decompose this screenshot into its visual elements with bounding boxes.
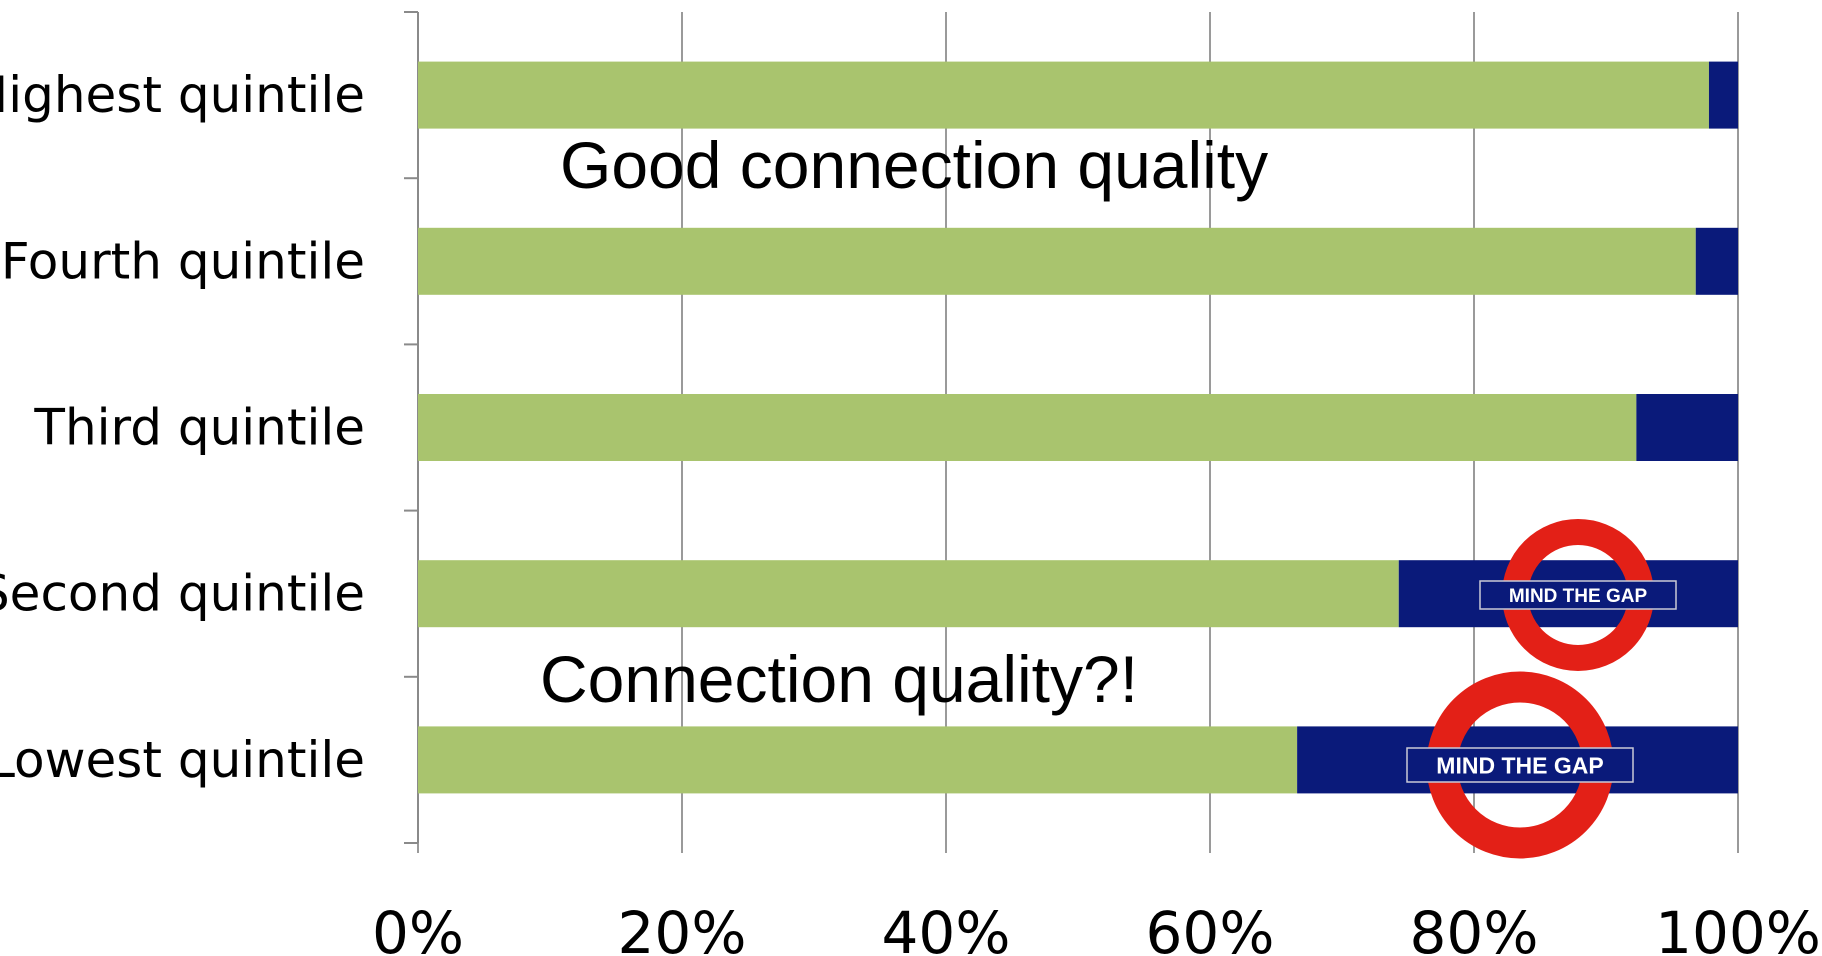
category-label: Third quintile [33,399,365,457]
roundel-logo: MIND THE GAP [1479,519,1677,671]
category-label: Lowest quintile [0,731,365,789]
category-labels: Highest quintile Fourth quintile Third qui… [0,66,365,789]
roundel-logo: MIND THE GAP [1406,671,1634,859]
x-tick-label: 0% [372,899,464,956]
annotations: Good connection quality Connection qualit… [540,128,1268,716]
x-tick-label: 80% [1410,899,1539,956]
annotation-text: Good connection quality [560,128,1268,202]
bars [418,61,1738,794]
bar-segment-1 [1695,227,1738,295]
roundel-text: MIND THE GAP [1436,752,1603,778]
roundel-logos: MIND THE GAP MIND THE GAP [1406,519,1677,859]
annotation-text: Connection quality?! [540,642,1138,716]
x-tick-label: 40% [882,899,1011,956]
category-label: Second quintile [0,565,365,623]
axes [404,11,419,844]
bar-segment-0 [418,726,1298,794]
category-label: Highest quintile [0,66,365,124]
bar-segment-1 [1636,394,1738,461]
roundel-bar [1406,747,1634,783]
roundel-text: MIND THE GAP [1509,586,1648,607]
bar-segment-0 [418,394,1637,461]
x-tick-label: 20% [618,899,747,956]
bar-segment-0 [418,560,1399,628]
x-tick-label: 60% [1146,899,1275,956]
bar-segment-0 [418,227,1696,295]
roundel-bar [1479,580,1677,610]
bar-segment-1 [1708,61,1738,129]
bar-segment-0 [418,61,1709,129]
category-label: Fourth quintile [1,232,365,290]
x-tick-labels: 0% 20% 40% 60% 80% 100% [372,899,1821,956]
x-tick-label: 100% [1655,899,1821,956]
